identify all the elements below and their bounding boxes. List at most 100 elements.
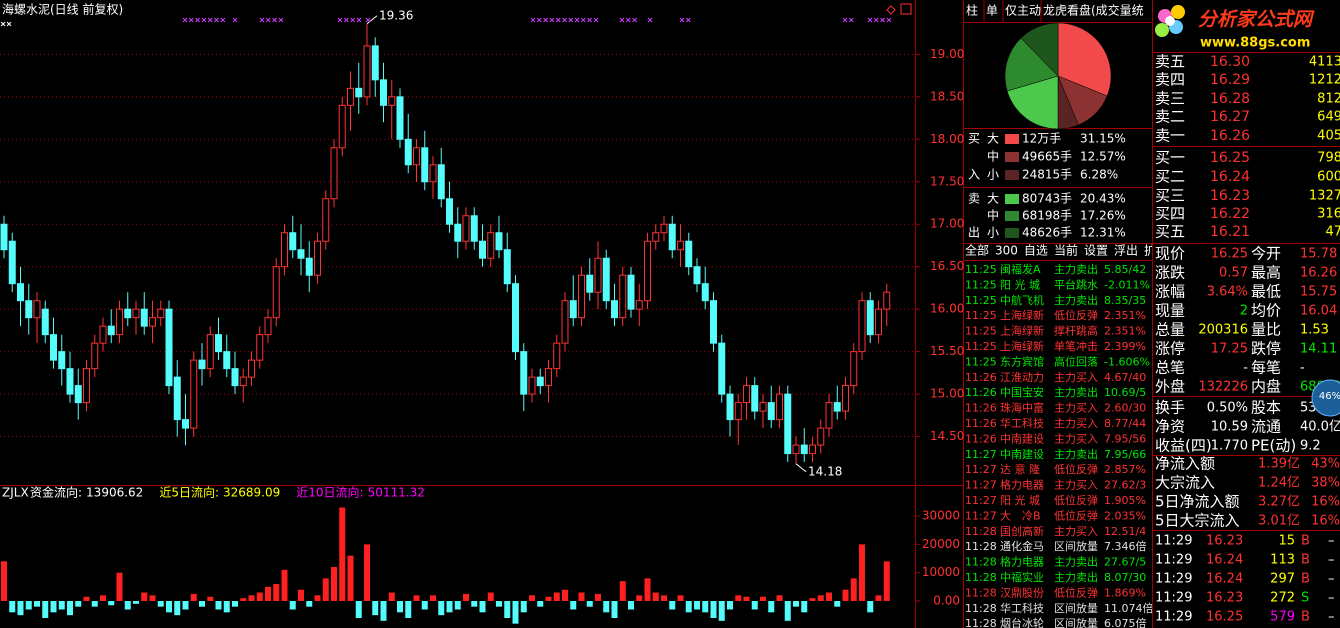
- news-time: 11:28: [965, 556, 997, 569]
- flow-bar: [603, 601, 610, 613]
- news-name: 中福实业: [1000, 570, 1044, 584]
- flow-bar: [718, 601, 725, 621]
- flow-bar: [215, 601, 222, 610]
- fund-pct: 38%: [1311, 476, 1340, 491]
- flow-chart: [1, 507, 890, 624]
- trade-side: B: [1301, 534, 1310, 549]
- flow-stat-label: 资金流向:: [30, 485, 82, 500]
- flow-bar: [281, 569, 288, 602]
- list-tab[interactable]: 当前: [1054, 243, 1078, 258]
- panel-tab[interactable]: 单: [986, 4, 998, 18]
- news-event: 区间放量: [1054, 616, 1098, 628]
- fund-pct: 16%: [1311, 495, 1340, 510]
- y-tick-label: 14.50: [930, 429, 964, 443]
- fund-value: 3.27亿: [1258, 495, 1300, 510]
- candle-body: [165, 308, 173, 387]
- quote-label: 最高: [1251, 264, 1281, 282]
- quote-label: 今开: [1251, 245, 1281, 263]
- quote-value: 132226: [1198, 380, 1248, 395]
- list-tab[interactable]: 300: [995, 244, 1018, 258]
- flow-bar: [397, 601, 403, 613]
- flow-bar: [694, 601, 700, 610]
- candle-body: [429, 164, 437, 183]
- y-tick-label: 15.50: [930, 344, 964, 358]
- list-tab[interactable]: 扩大: [1144, 244, 1168, 258]
- list-tab[interactable]: 设置: [1084, 244, 1108, 258]
- news-time: 11:25: [965, 340, 997, 353]
- badge-label: 46%: [1319, 391, 1340, 402]
- news-value: 2.351%: [1104, 309, 1146, 322]
- news-time: 11:25: [965, 294, 997, 307]
- candle-body: [264, 317, 272, 336]
- flow-bar: [570, 601, 577, 610]
- candle-body: [850, 351, 858, 387]
- pie-slice: [1057, 22, 1112, 97]
- candle-body: [602, 257, 610, 302]
- flow-swatch: [1005, 170, 1019, 180]
- panel-tab[interactable]: 柱: [966, 3, 978, 18]
- candle-body: [206, 334, 214, 370]
- list-tab[interactable]: 自选: [1024, 244, 1048, 258]
- flow-bar: [652, 592, 659, 602]
- flow-bar: [413, 595, 420, 602]
- flow-bar: [586, 601, 593, 607]
- candle-body: [594, 257, 602, 293]
- flow-size: 中: [987, 149, 999, 164]
- news-time: 11:28: [965, 602, 997, 615]
- flow-bar: [760, 596, 766, 602]
- news-value: 27.67/5: [1104, 556, 1146, 569]
- signal-markers: [0, 17, 892, 27]
- trade-price: 16.24: [1206, 553, 1243, 568]
- news-event: 主力买入: [1054, 371, 1098, 384]
- logo-title: 分析家公式网: [1198, 9, 1315, 31]
- panel-tab[interactable]: 龙虎看盘(成交量统: [1043, 3, 1144, 18]
- news-name: 闽福发A: [1000, 262, 1041, 276]
- news-time: 11:27: [965, 463, 997, 476]
- list-tab[interactable]: 浮出: [1114, 244, 1138, 258]
- flow-bar: [545, 596, 552, 602]
- quote-value: 40.0亿: [1300, 420, 1340, 435]
- candle-body: [421, 147, 429, 183]
- price-chart: [0, 23, 915, 464]
- news-time: 11:28: [965, 586, 997, 599]
- candle-body: [149, 317, 156, 327]
- news-event: 低位反弹: [1054, 462, 1098, 476]
- trade-mark: –: [1328, 610, 1335, 625]
- news-event: 主力买入: [1054, 402, 1098, 415]
- flow-bar: [149, 595, 156, 602]
- quote-label: 股本: [1251, 399, 1281, 417]
- news-name: 中南建设: [1000, 431, 1044, 445]
- quote-value: -: [1300, 361, 1305, 376]
- candle-body: [157, 308, 165, 319]
- book-volume: 798: [1317, 151, 1340, 166]
- panel-tab[interactable]: 仅主动: [1005, 4, 1041, 18]
- quote-label: 量比: [1251, 321, 1281, 339]
- flow-bar: [562, 589, 568, 602]
- flow-bar: [842, 589, 849, 602]
- news-name: 上海绿新: [1000, 308, 1044, 322]
- candle-body: [66, 368, 74, 395]
- news-event: 主力买入: [1054, 525, 1098, 538]
- window-icons[interactable]: [886, 3, 912, 15]
- list-tab[interactable]: 全部: [965, 243, 989, 258]
- flow-stat-value: 13906.62: [86, 486, 143, 500]
- candle-body: [297, 249, 305, 259]
- quote-label: 总量: [1155, 321, 1185, 339]
- flow-swatch: [1005, 211, 1019, 221]
- flow-bar: [116, 572, 123, 602]
- news-event: 撑杆跳高: [1054, 324, 1098, 338]
- signal-mark: [220, 17, 226, 23]
- book-label: 卖五: [1155, 53, 1185, 71]
- trade-price: 16.25: [1206, 610, 1243, 625]
- signal-mark: [0, 21, 6, 27]
- signal-mark: [188, 17, 194, 23]
- candle-body: [41, 308, 49, 336]
- trade-side: B: [1301, 610, 1310, 625]
- flow-bar: [25, 601, 32, 610]
- candle-body: [619, 274, 627, 319]
- candle-body: [91, 342, 99, 370]
- flow-bar: [355, 601, 362, 618]
- news-event: 低位反弹: [1054, 585, 1098, 599]
- signal-mark: [632, 17, 637, 23]
- candle-body: [858, 300, 866, 353]
